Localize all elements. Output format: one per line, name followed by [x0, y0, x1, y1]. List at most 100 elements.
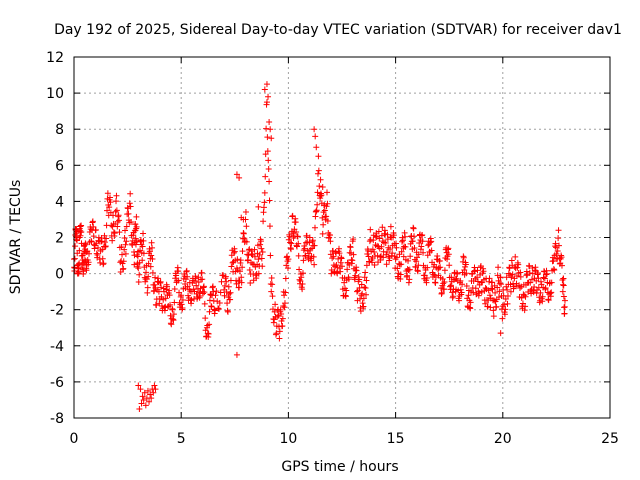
data-point-SDTVAR: [149, 269, 156, 276]
data-point-SDTVAR: [330, 253, 337, 260]
data-point-SDTVAR: [134, 253, 141, 260]
data-point-SDTVAR: [144, 289, 151, 296]
data-point-SDTVAR: [418, 243, 425, 250]
data-point-SDTVAR: [530, 289, 537, 296]
data-point-SDTVAR: [432, 279, 439, 286]
data-point-SDTVAR: [363, 291, 370, 298]
data-point-SDTVAR: [404, 272, 411, 279]
data-point-SDTVAR: [102, 243, 109, 250]
data-point-SDTVAR: [339, 263, 345, 270]
data-point-SDTVAR: [486, 292, 493, 299]
data-point-SDTVAR: [202, 327, 209, 334]
data-point-SDTVAR: [560, 275, 567, 282]
data-point-spikes: [233, 171, 240, 178]
data-point-SDTVAR: [153, 302, 160, 309]
data-point-SDTVAR: [308, 245, 315, 252]
x-tick-label: 5: [177, 431, 186, 447]
data-point-SDTVAR: [326, 232, 333, 239]
data-point-SDTVAR: [279, 322, 286, 329]
data-point-SDTVAR: [343, 287, 350, 294]
data-point-SDTVAR: [122, 250, 129, 257]
data-point-SDTVAR: [376, 235, 383, 242]
data-point-SDTVAR: [375, 228, 382, 235]
x-tick-label: 20: [494, 431, 512, 447]
data-point-SDTVAR: [263, 99, 270, 106]
data-point-spikes: [265, 93, 272, 100]
data-point-SDTVAR: [113, 207, 120, 214]
data-point-spikes: [233, 351, 240, 358]
data-point-SDTVAR: [474, 267, 481, 274]
data-point-SDTVAR: [258, 255, 265, 262]
data-points: [71, 81, 568, 412]
data-point-SDTVAR: [269, 281, 276, 288]
data-point-SDTVAR: [287, 246, 294, 253]
data-point-SDTVAR: [345, 276, 352, 283]
data-point-SDTVAR: [145, 273, 152, 280]
data-point-SDTVAR: [423, 274, 430, 281]
data-point-SDTVAR: [358, 281, 365, 288]
data-point-SDTVAR: [238, 274, 245, 281]
data-point-SDTVAR: [183, 267, 190, 274]
data-point-SDTVAR: [151, 287, 158, 294]
data-point-SDTVAR: [262, 151, 269, 158]
data-point-SDTVAR: [152, 274, 159, 281]
data-point-SDTVAR: [265, 157, 272, 164]
data-point-SDTVAR: [499, 303, 506, 310]
data-point-SDTVAR: [441, 286, 448, 293]
y-tick-label: 2: [55, 231, 64, 247]
data-point-SDTVAR: [113, 198, 120, 205]
data-point-SDTVAR: [315, 167, 322, 174]
data-point-SDTVAR: [337, 268, 344, 275]
data-point-SDTVAR: [263, 125, 270, 132]
data-point-SDTVAR: [262, 173, 269, 180]
data-point-SDTVAR: [238, 279, 245, 286]
data-point-SDTVAR: [89, 218, 96, 225]
data-point-SDTVAR: [560, 293, 567, 300]
data-point-SDTVAR: [299, 270, 306, 277]
data-point-SDTVAR: [379, 224, 386, 231]
data-point-SDTVAR: [496, 280, 503, 287]
data-point-cluster-low: [150, 389, 157, 396]
data-point-SDTVAR: [494, 284, 501, 291]
data-point-SDTVAR: [197, 292, 204, 299]
data-point-spikes: [268, 135, 275, 142]
data-point-SDTVAR: [406, 276, 413, 283]
data-point-SDTVAR: [492, 289, 499, 296]
data-point-SDTVAR: [352, 272, 359, 279]
data-point-SDTVAR: [83, 267, 90, 274]
data-point-SDTVAR: [71, 255, 78, 262]
data-point-SDTVAR: [409, 238, 416, 245]
data-point-SDTVAR: [379, 238, 386, 245]
data-point-SDTVAR: [171, 286, 178, 293]
data-point-SDTVAR: [146, 248, 153, 255]
y-tick-label: -6: [50, 375, 64, 391]
data-point-SDTVAR: [424, 252, 431, 259]
data-point-SDTVAR: [555, 227, 562, 234]
data-point-SDTVAR: [489, 297, 496, 304]
data-point-SDTVAR: [489, 279, 496, 286]
data-point-SDTVAR: [445, 245, 452, 252]
data-point-SDTVAR: [145, 260, 152, 267]
data-point-SDTVAR: [78, 228, 85, 235]
data-point-SDTVAR: [342, 293, 349, 300]
data-point-SDTVAR: [334, 270, 341, 277]
data-point-spikes: [319, 183, 326, 190]
data-point-SDTVAR: [311, 224, 318, 231]
data-point-SDTVAR: [450, 276, 457, 283]
data-point-SDTVAR: [454, 270, 461, 277]
data-point-SDTVAR: [276, 328, 283, 335]
data-point-SDTVAR: [155, 288, 162, 295]
data-point-SDTVAR: [414, 268, 421, 275]
x-axis-label: GPS time / hours: [281, 459, 398, 475]
data-point-SDTVAR: [169, 306, 176, 313]
data-point-SDTVAR: [311, 242, 318, 249]
data-point-SDTVAR: [504, 286, 511, 293]
data-point-SDTVAR: [99, 255, 106, 262]
data-point-SDTVAR: [558, 262, 565, 269]
data-point-SDTVAR: [222, 273, 229, 280]
data-point-SDTVAR: [470, 289, 477, 296]
data-point-SDTVAR: [309, 237, 316, 244]
data-point-SDTVAR: [226, 290, 233, 297]
data-point-SDTVAR: [555, 235, 562, 242]
y-tick-label: 0: [55, 267, 64, 283]
